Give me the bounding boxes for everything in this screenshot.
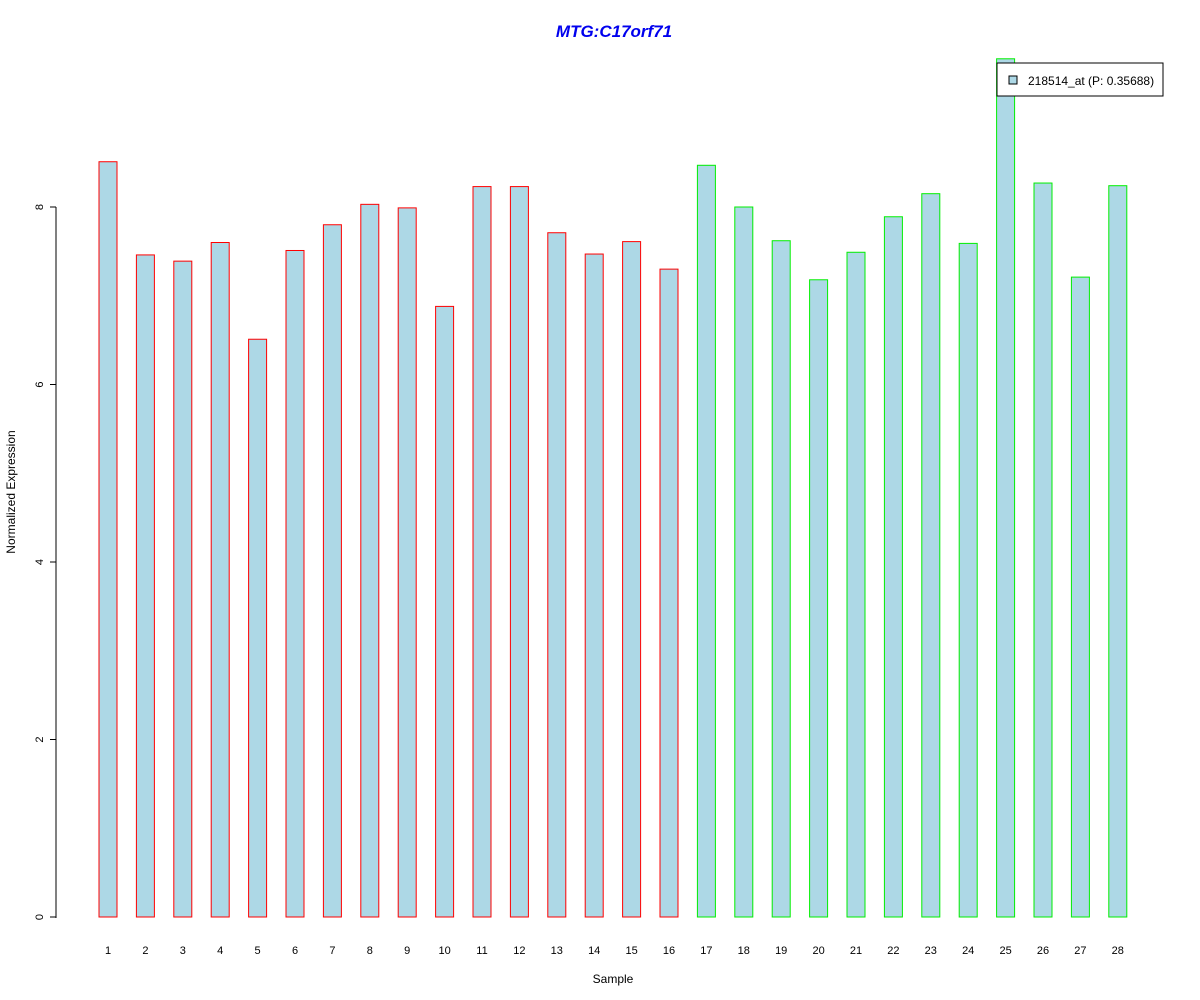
bar-sample-21	[846, 251, 866, 918]
bar-sample-18	[734, 206, 754, 918]
bar-sample-4	[210, 242, 230, 918]
x-axis-title: Sample	[593, 972, 634, 986]
y-tick-label: 6	[34, 381, 46, 387]
x-tick-label: 27	[1074, 945, 1086, 957]
y-tick-label: 0	[34, 914, 46, 920]
bar-sample-15	[622, 241, 642, 918]
x-tick-label: 16	[663, 945, 675, 957]
bar-sample-19	[771, 240, 791, 918]
bar-sample-3	[173, 260, 193, 918]
y-tick-label: 2	[34, 736, 46, 742]
legend: 218514_at (P: 0.35688)	[996, 62, 1164, 97]
x-tick-label: 17	[700, 945, 712, 957]
bar-sample-17	[696, 164, 716, 918]
x-tick-label: 11	[476, 945, 487, 957]
bar-sample-9	[397, 207, 417, 918]
x-tick-label: 2	[142, 945, 148, 957]
bar-sample-27	[1070, 276, 1090, 918]
x-tick-label: 25	[999, 945, 1011, 957]
bar-sample-24	[958, 242, 978, 918]
bar-sample-10	[435, 305, 455, 918]
x-tick-label: 12	[513, 945, 525, 957]
bar-sample-22	[883, 216, 903, 918]
x-tick-label: 19	[775, 945, 787, 957]
bar-sample-16	[659, 268, 679, 918]
bar-sample-2	[135, 254, 155, 918]
x-tick-label: 24	[962, 945, 974, 957]
x-tick-label: 8	[367, 945, 373, 957]
x-tick-label: 4	[217, 945, 223, 957]
bar-sample-1	[98, 161, 118, 918]
y-ticks: 0 2 4 6 8	[34, 204, 56, 920]
bar-sample-20	[809, 279, 829, 918]
x-tick-label: 21	[850, 945, 862, 957]
bar-sample-7	[322, 224, 342, 918]
bar-sample-13	[547, 232, 567, 918]
bar-sample-8	[360, 203, 380, 918]
x-tick-labels: 1 2 3 4 5 6 7 8 9 10 11 12 13 14 15 16 17 18 19 20 21 22 23 24 2…	[105, 945, 1124, 957]
x-tick-label: 26	[1037, 945, 1049, 957]
bar-sample-12	[509, 186, 529, 918]
bar-sample-26	[1033, 182, 1053, 918]
y-tick-label: 8	[34, 204, 46, 210]
x-tick-label: 9	[404, 945, 410, 957]
x-tick-label: 22	[887, 945, 899, 957]
bar-sample-14	[584, 253, 604, 918]
legend-box	[996, 62, 1164, 97]
x-tick-label: 28	[1112, 945, 1124, 957]
x-tick-label: 1	[105, 945, 111, 957]
x-tick-label: 20	[812, 945, 824, 957]
bar-sample-25	[996, 58, 1016, 918]
chart-title: MTG:C17orf71	[556, 22, 672, 41]
y-axis-title: Normalized Expression	[4, 430, 18, 553]
x-tick-label: 10	[438, 945, 450, 957]
bar-sample-28	[1108, 185, 1128, 918]
legend-swatch	[1008, 75, 1018, 85]
bar-sample-5	[248, 338, 268, 918]
bar-sample-23	[921, 193, 941, 918]
y-tick-label: 4	[34, 559, 46, 565]
x-tick-label: 5	[255, 945, 261, 957]
x-tick-label: 23	[925, 945, 937, 957]
x-tick-label: 14	[588, 945, 600, 957]
x-tick-label: 18	[738, 945, 750, 957]
bars	[98, 58, 1128, 918]
bar-sample-6	[285, 249, 305, 918]
x-tick-label: 7	[329, 945, 335, 957]
bar-sample-11	[472, 186, 492, 918]
x-tick-label: 13	[551, 945, 563, 957]
legend-label: 218514_at (P: 0.35688)	[1028, 74, 1154, 88]
x-tick-label: 6	[292, 945, 298, 957]
x-tick-label: 15	[625, 945, 637, 957]
x-tick-label: 3	[180, 945, 186, 957]
